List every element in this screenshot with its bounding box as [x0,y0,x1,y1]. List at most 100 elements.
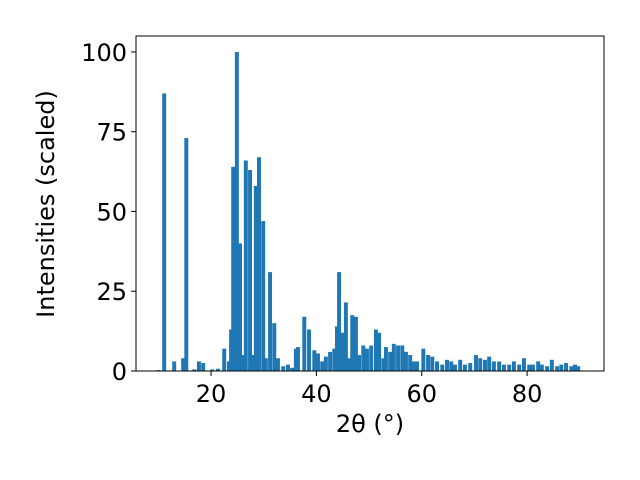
bar [263,358,268,371]
bar [268,272,273,371]
bar [226,361,231,371]
bar [364,348,369,371]
bar [253,185,258,371]
bar [569,366,574,371]
bar [383,347,388,371]
bar [396,345,401,371]
bar [430,356,435,371]
bar [248,170,253,371]
bar [369,345,374,371]
bar [517,364,522,371]
bar [353,316,358,371]
bar [564,363,569,371]
bar [332,348,337,371]
bar [312,350,317,371]
bar [340,332,345,371]
x-tick-label: 40 [301,380,332,408]
bar [411,361,416,371]
bar [275,358,280,371]
bar [468,363,473,371]
bar [559,364,564,371]
bar [377,332,382,371]
bar [210,369,215,371]
bar [323,356,328,371]
bar [343,302,348,371]
bar [391,343,396,371]
bar [196,361,201,371]
bar [501,364,506,371]
bar [357,355,362,371]
bar [229,329,234,371]
x-axis-label: 2θ (°) [336,410,404,438]
bar [316,353,320,371]
bar [222,348,227,371]
x-tick-label: 20 [196,380,227,408]
bar [257,157,261,371]
bar [462,364,467,371]
bar [539,364,544,371]
bar [307,329,312,371]
bar [555,366,560,371]
bar [449,361,454,371]
bar [482,359,487,371]
y-tick-label: 100 [81,39,127,67]
bar [285,364,290,371]
bar [243,160,248,371]
bar [545,366,550,371]
bar [415,361,419,371]
x-tick-label: 60 [406,380,437,408]
bar [521,358,526,371]
bar [388,351,393,371]
bar [497,361,502,371]
y-tick-label: 0 [112,358,127,386]
bar [549,359,554,371]
x-tick-label: 80 [512,380,543,408]
bar [400,345,405,371]
bar [215,368,220,371]
bar [536,361,541,371]
bar [162,93,167,371]
bar [458,359,463,371]
bar [241,355,246,371]
bar [373,329,378,371]
bar [172,361,177,371]
bar [527,364,532,371]
bar [302,316,307,371]
bar [261,221,266,371]
bar [272,323,277,371]
bar [328,351,333,371]
bar [320,361,325,371]
bar [281,366,286,371]
bar [491,361,496,371]
bar [350,315,355,371]
bar [426,355,431,371]
bar [421,348,426,371]
bar [408,355,413,371]
bar [251,355,256,371]
bar [452,364,457,371]
bar [290,367,295,371]
bar [181,358,186,371]
bar [403,351,408,371]
bar [474,355,478,371]
bar [234,51,239,371]
bar [487,356,492,371]
bar [192,369,197,371]
y-tick-label: 50 [96,198,127,226]
bar [507,364,512,371]
bar [293,348,298,371]
y-axis-label: Intensities (scaled) [32,90,60,318]
bar [440,364,445,371]
bar [530,364,535,371]
bar [573,364,578,371]
bar [295,347,300,371]
bar [334,326,339,371]
bar [445,359,450,371]
bar [201,363,206,371]
bar [361,345,366,371]
bar [347,358,352,371]
y-tick-label: 25 [96,278,127,306]
bar [576,366,581,371]
bar [511,361,516,371]
